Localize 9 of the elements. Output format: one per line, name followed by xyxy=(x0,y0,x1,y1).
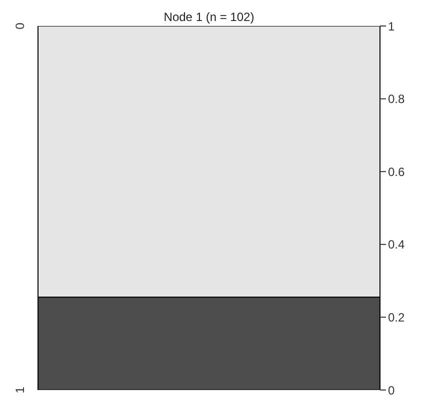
text: 0 xyxy=(13,22,27,30)
y-tick-label: 0.2 xyxy=(388,310,406,324)
y-tick-label: 0.6 xyxy=(388,164,406,179)
text: 1 xyxy=(13,386,27,394)
y-tick-label: 0 xyxy=(388,383,395,398)
y-tick-label: 1 xyxy=(388,19,395,34)
chart-title: Node 1 (n = 102) xyxy=(162,10,256,24)
y-tick-label: 0.4 xyxy=(388,238,406,252)
y-tick-label: 0.8 xyxy=(388,92,406,106)
